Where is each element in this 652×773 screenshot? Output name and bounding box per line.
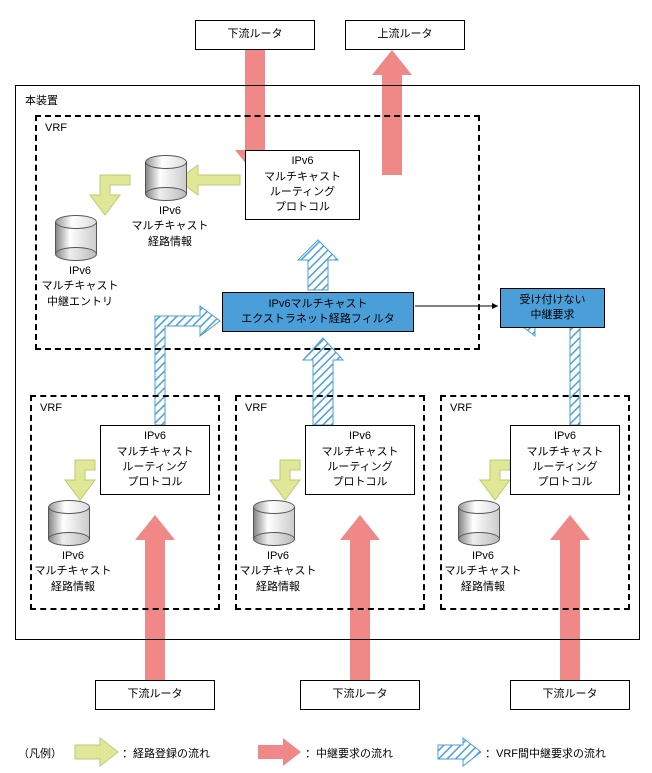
bottom-router3: 下流ルータ xyxy=(510,680,630,710)
bv2p-l3: ルーティング xyxy=(327,460,392,475)
bv2r-l1: IPv6 xyxy=(267,550,289,562)
bv1-protocol: IPv6 マルチキャスト ルーティング プロトコル xyxy=(100,425,210,495)
bv2p-l4: プロトコル xyxy=(333,475,388,490)
top-downstream-router: 下流ルータ xyxy=(195,20,315,50)
bv3-protocol: IPv6 マルチキャスト ルーティング プロトコル xyxy=(510,425,620,495)
bv3p-l1: IPv6 xyxy=(554,429,576,444)
bv2p-l1: IPv6 xyxy=(349,429,371,444)
legend-route-arrow xyxy=(75,738,118,766)
filter-box: IPv6マルチキャスト エクストラネット経路フィルタ xyxy=(222,292,414,332)
top-downstream-label: 下流ルータ xyxy=(228,27,283,42)
bv2p-l2: マルチキャスト xyxy=(322,445,399,460)
bv2-label: VRF xyxy=(245,402,267,414)
bv1r-l3: 経路情報 xyxy=(51,581,95,593)
top-relayentry-label: IPv6 マルチキャスト 中継エントリ xyxy=(40,265,120,309)
bottom-router1: 下流ルータ xyxy=(95,680,215,710)
legend-route-label: ：経路登録の流れ xyxy=(122,745,210,761)
tp-l2: マルチキャスト xyxy=(264,170,341,185)
tp-l1: IPv6 xyxy=(291,154,313,169)
bv2r-l2: マルチキャスト xyxy=(240,565,317,577)
legend-vrf-arrow xyxy=(438,738,481,766)
bottom-router2: 下流ルータ xyxy=(300,680,420,710)
tre-l1: IPv6 xyxy=(69,265,91,277)
bv1p-l1: IPv6 xyxy=(144,429,166,444)
bv1r-l2: マルチキャスト xyxy=(35,565,112,577)
main-device-label: 本装置 xyxy=(25,92,58,108)
bv1-label: VRF xyxy=(40,402,62,414)
tre-l2: マルチキャスト xyxy=(42,280,119,292)
legend-relay-arrow xyxy=(258,738,301,766)
bv2-protocol: IPv6 マルチキャスト ルーティング プロトコル xyxy=(305,425,415,495)
bv3p-l3: ルーティング xyxy=(532,460,597,475)
legend-relay-label: ：中継要求の流れ xyxy=(305,745,393,761)
rejected-box: 受け付けない 中継要求 xyxy=(500,288,605,328)
top-routeinfo-label: IPv6 マルチキャスト 経路情報 xyxy=(130,205,210,249)
top-upstream-router: 上流ルータ xyxy=(345,20,465,50)
tp-l4: プロトコル xyxy=(275,200,330,215)
bv3r-l2: マルチキャスト xyxy=(445,565,522,577)
rej-l2: 中継要求 xyxy=(531,308,575,323)
br3-label: 下流ルータ xyxy=(543,687,598,702)
rej-l1: 受け付けない xyxy=(520,293,586,308)
tp-l3: ルーティング xyxy=(270,185,335,200)
tri-l3: 経路情報 xyxy=(148,236,192,248)
tre-l3: 中継エントリ xyxy=(47,296,113,308)
bv3r-l3: 経路情報 xyxy=(461,581,505,593)
bv3p-l4: プロトコル xyxy=(538,475,593,490)
bv2-routeinfo-label: IPv6 マルチキャスト 経路情報 xyxy=(238,550,318,594)
bv1-routeinfo-label: IPv6 マルチキャスト 経路情報 xyxy=(33,550,113,594)
bv3p-l2: マルチキャスト xyxy=(527,445,604,460)
top-vrf-label: VRF xyxy=(45,122,67,134)
legend-vrf-label: ：VRF間中継要求の流れ xyxy=(485,745,606,761)
legend-title: （凡例） xyxy=(18,745,62,761)
br2-label: 下流ルータ xyxy=(333,687,388,702)
br1-label: 下流ルータ xyxy=(128,687,183,702)
bv3-routeinfo-label: IPv6 マルチキャスト 経路情報 xyxy=(443,550,523,594)
tri-l2: マルチキャスト xyxy=(132,220,209,232)
bv3r-l1: IPv6 xyxy=(472,550,494,562)
top-protocol-box: IPv6 マルチキャスト ルーティング プロトコル xyxy=(245,150,360,220)
bv1p-l4: プロトコル xyxy=(128,475,183,490)
bv1p-l2: マルチキャスト xyxy=(117,445,194,460)
bv2r-l3: 経路情報 xyxy=(256,581,300,593)
bv1r-l1: IPv6 xyxy=(62,550,84,562)
filter-l1: IPv6マルチキャスト xyxy=(268,297,367,312)
top-upstream-label: 上流ルータ xyxy=(378,27,433,42)
bv1p-l3: ルーティング xyxy=(122,460,187,475)
bv3-label: VRF xyxy=(450,402,472,414)
tri-l1: IPv6 xyxy=(159,205,181,217)
filter-l2: エクストラネット経路フィルタ xyxy=(241,312,394,327)
